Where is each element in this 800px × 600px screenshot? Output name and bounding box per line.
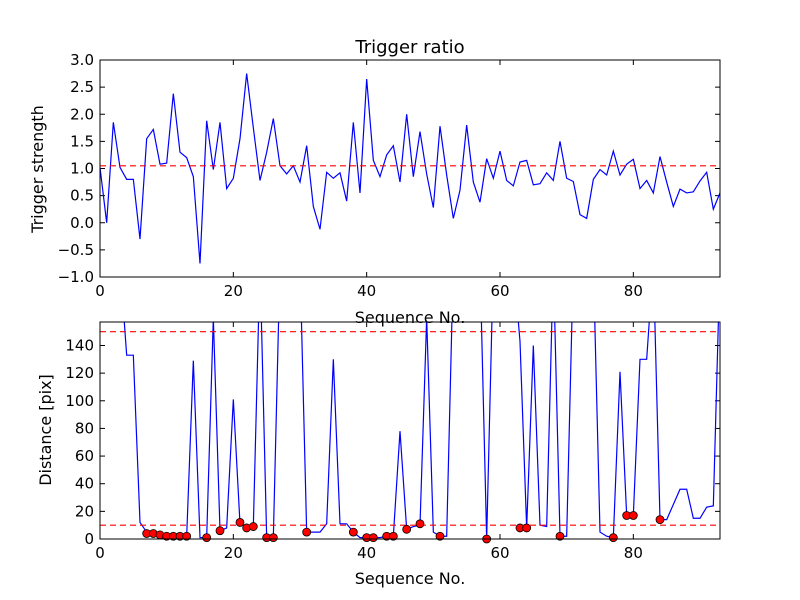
top-ytick-label: 0.5 [70,187,94,205]
top-xtick-label: 20 [224,282,243,300]
top-chart-plot-area: 0 20 40 60 80 −1.0 −0.5 0.0 0.5 1.0 1.5 2.0 2.5 3.0 [58,51,720,300]
bottom-xtick-label: 60 [490,544,509,562]
top-chart-ylabel: Trigger strength [28,105,47,234]
bottom-marker-point [182,531,192,541]
bottom-marker-point [202,533,212,543]
bottom-xtick-label: 20 [224,544,243,562]
bottom-marker-point [348,527,358,537]
top-chart-title: Trigger ratio [354,37,464,58]
bottom-marker-point [555,531,565,541]
bottom-marker-point [435,531,445,541]
bottom-chart-frame [99,321,721,540]
top-ytick-label: 3.0 [70,51,94,69]
bottom-marker-point [235,518,245,527]
bottom-ytick-label: 20 [75,502,94,520]
bottom-marker-point [415,519,425,529]
top-chart-frame [99,59,721,278]
bottom-ytick-label: 80 [75,419,94,437]
bottom-marker-point [368,533,378,543]
bottom-ytick-label: 40 [75,475,94,493]
bottom-ytick-label: 60 [75,447,94,465]
bottom-xtick-label: 0 [95,544,105,562]
bottom-chart-ylabel: Distance [pix] [36,374,55,486]
top-ytick-label: 1.5 [70,132,94,150]
bottom-ytick-label: 140 [65,336,94,354]
bottom-xtick-label: 40 [357,544,376,562]
top-series-line [100,73,720,264]
top-xtick-label: 60 [490,282,509,300]
top-xtick-label: 40 [357,282,376,300]
top-ytick-label: −1.0 [58,268,94,286]
bottom-xtick-label: 80 [624,544,643,562]
top-xtick-label: 0 [95,282,105,300]
top-ytick-label: 1.0 [70,160,94,178]
bottom-marker-point [608,533,618,543]
top-ytick-label: 2.0 [70,105,94,123]
top-ytick-label: −0.5 [58,241,94,259]
bottom-chart-panel: Distance [pix] Sequence No. 0 20 40 60 80 0 20… [36,321,721,588]
top-ytick-label: 2.5 [70,78,94,96]
top-chart-xlabel: Sequence No. [355,308,466,327]
top-ytick-label: 0.0 [70,214,94,232]
top-xtick-label: 80 [624,282,643,300]
bottom-marker-point [628,511,638,520]
bottom-ytick-label: 120 [65,364,94,382]
bottom-marker-point [302,527,312,537]
bottom-marker-point [655,515,665,525]
bottom-marker-point [402,524,412,534]
bottom-chart-xlabel: Sequence No. [355,569,466,588]
bottom-marker-point [248,522,258,531]
bottom-marker-point [215,526,225,536]
bottom-ytick-label: 0 [84,530,94,548]
bottom-marker-point [522,523,532,533]
bottom-marker-point [268,533,278,543]
bottom-marker-point [388,531,398,541]
bottom-ytick-label: 100 [65,392,94,410]
